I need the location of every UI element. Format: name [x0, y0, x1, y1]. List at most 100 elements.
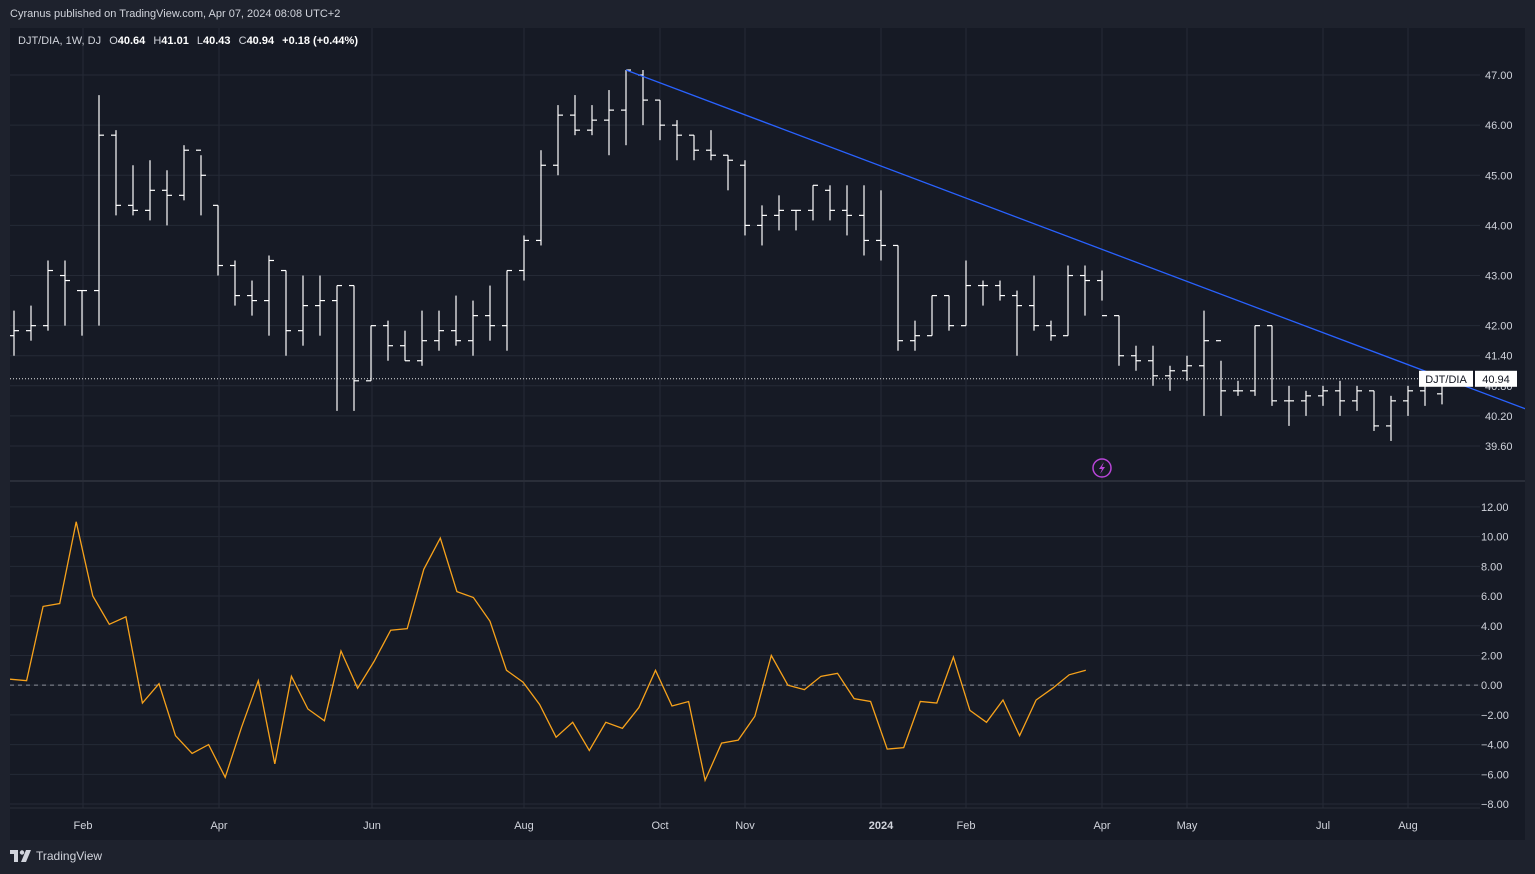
ohlc-bar [1403, 385, 1413, 416]
ohlc-bar [145, 160, 155, 221]
ohlc-bar [1250, 325, 1260, 396]
chart-canvas[interactable]: 47.0046.0045.0044.0043.0042.0041.4040.80… [10, 28, 1525, 840]
trendline [625, 69, 1525, 410]
time-axis-tick: Aug [514, 820, 534, 832]
ohlc-bar [1131, 345, 1141, 371]
oscillator-axis-tick: −8.00 [1481, 799, 1509, 811]
brand-name: TradingView [36, 849, 103, 863]
ohlc-bar [910, 320, 920, 351]
last-price-value: 40.94 [1482, 374, 1510, 386]
tradingview-brand[interactable]: TradingView [10, 849, 102, 863]
legend-close-label: C [238, 35, 247, 47]
ohlc-bar [876, 190, 886, 261]
footer-bar [0, 840, 1535, 874]
ohlc-bar [1335, 380, 1345, 416]
time-axis-tick: Nov [735, 820, 755, 832]
price-axis-tick: 40.20 [1485, 411, 1513, 423]
ohlc-bar [1369, 390, 1379, 431]
legend-low-value: 40.43 [203, 35, 231, 47]
oscillator-axis-tick: 4.00 [1481, 621, 1502, 633]
ohlc-series [10, 69, 1447, 441]
time-axis-tick: Feb [957, 820, 976, 832]
ohlc-bar [961, 260, 971, 327]
publisher-line: Cyranus published on TradingView.com, Ap… [10, 8, 341, 20]
ohlc-bar [1046, 320, 1056, 341]
ohlc-bar [434, 310, 444, 351]
ohlc-bar [1233, 380, 1243, 396]
ohlc-bar [264, 255, 274, 336]
legend-open-value: 40.64 [117, 35, 146, 47]
ohlc-bar [111, 130, 121, 216]
ohlc-bar [825, 185, 835, 221]
tradingview-logo-icon [10, 850, 31, 862]
ohlc-bar [1029, 275, 1039, 331]
ohlc-bar [179, 145, 189, 201]
last-price-value-tag [1475, 370, 1517, 387]
lightning-alert-icon [1092, 458, 1112, 478]
price-axis-tick: 46.00 [1485, 120, 1513, 132]
ohlc-bar [1216, 340, 1226, 416]
ohlc-bar [621, 69, 631, 146]
price-axis-tick: 43.00 [1485, 271, 1513, 283]
oscillator-axis-tick: −4.00 [1481, 740, 1509, 752]
price-axis-tick: 44.00 [1485, 220, 1513, 232]
oscillator-axis-tick: 6.00 [1481, 591, 1502, 603]
legend-high-label: H [153, 35, 162, 47]
oscillator-axis-tick: 12.00 [1481, 502, 1509, 514]
oscillator-axis-tick: −6.00 [1481, 769, 1509, 781]
ohlc-bar [230, 260, 240, 306]
time-axis-tick: Apr [1093, 820, 1110, 832]
price-axis-tick: 39.60 [1485, 441, 1513, 453]
ohlc-bar [162, 170, 172, 226]
ohlc-bar [1148, 345, 1158, 386]
time-axis-tick: Jul [1316, 820, 1330, 832]
ohlc-bar [366, 325, 376, 382]
ohlc-bar [94, 95, 104, 326]
ohlc-bar [604, 90, 614, 156]
legend-low-label: L [196, 35, 204, 47]
ohlc-bar [247, 280, 257, 316]
ohlc-bar [213, 204, 223, 276]
ohlc-bar [927, 294, 937, 337]
oscillator-axis-tick: −2.00 [1481, 710, 1509, 722]
time-axis-tick: Feb [74, 820, 93, 832]
ohlc-bar [485, 285, 495, 341]
chart-area[interactable]: 47.00 46.00 45.00 44.00 43.00 42.00 41.40 40.80… [10, 28, 1525, 840]
price-axis-tick: 42.00 [1485, 321, 1513, 333]
ohlc-bar [519, 235, 529, 281]
ohlc-bar [723, 154, 733, 191]
header-bar: Cyranus published on TradingView.com, Ap… [0, 0, 1535, 28]
ohlc-bar [468, 300, 478, 356]
time-axis-tick: 2024 [869, 820, 894, 832]
ohlc-bar [791, 209, 801, 231]
ohlc-bar [502, 269, 512, 351]
ohlc-bar [298, 275, 308, 346]
ohlc-bar [672, 120, 682, 161]
time-axis-tick: May [1177, 820, 1198, 832]
ohlc-bar [1012, 290, 1022, 356]
ohlc-bar [451, 295, 461, 346]
ohlc-bar [1199, 310, 1209, 416]
time-axis-tick: Jun [363, 820, 381, 832]
ohlc-bar [859, 185, 869, 256]
ohlc-bar [995, 280, 1005, 301]
ohlc-bar [128, 165, 138, 216]
ohlc-bar [77, 289, 87, 336]
ohlc-bar [536, 150, 546, 246]
ohlc-bar [10, 310, 19, 356]
ohlc-bar [1080, 265, 1090, 316]
ohlc-bar [689, 134, 699, 161]
ohlc-bar [60, 260, 70, 326]
legend-symbol: DJT/DIA, 1W, DJ [18, 35, 102, 47]
alert-icon-ring [1092, 458, 1112, 478]
ohlc-bar [808, 184, 818, 221]
ohlc-bar [1318, 385, 1328, 406]
ohlc-bar [1267, 325, 1277, 406]
ohlc-bar [1114, 315, 1124, 366]
ohlc-bar [553, 105, 563, 176]
ohlc-bar [332, 284, 342, 411]
ohlc-bar [281, 269, 291, 356]
ohlc-bar [706, 130, 716, 161]
ohlc-bar [587, 105, 597, 136]
ohlc-bar [978, 280, 988, 306]
